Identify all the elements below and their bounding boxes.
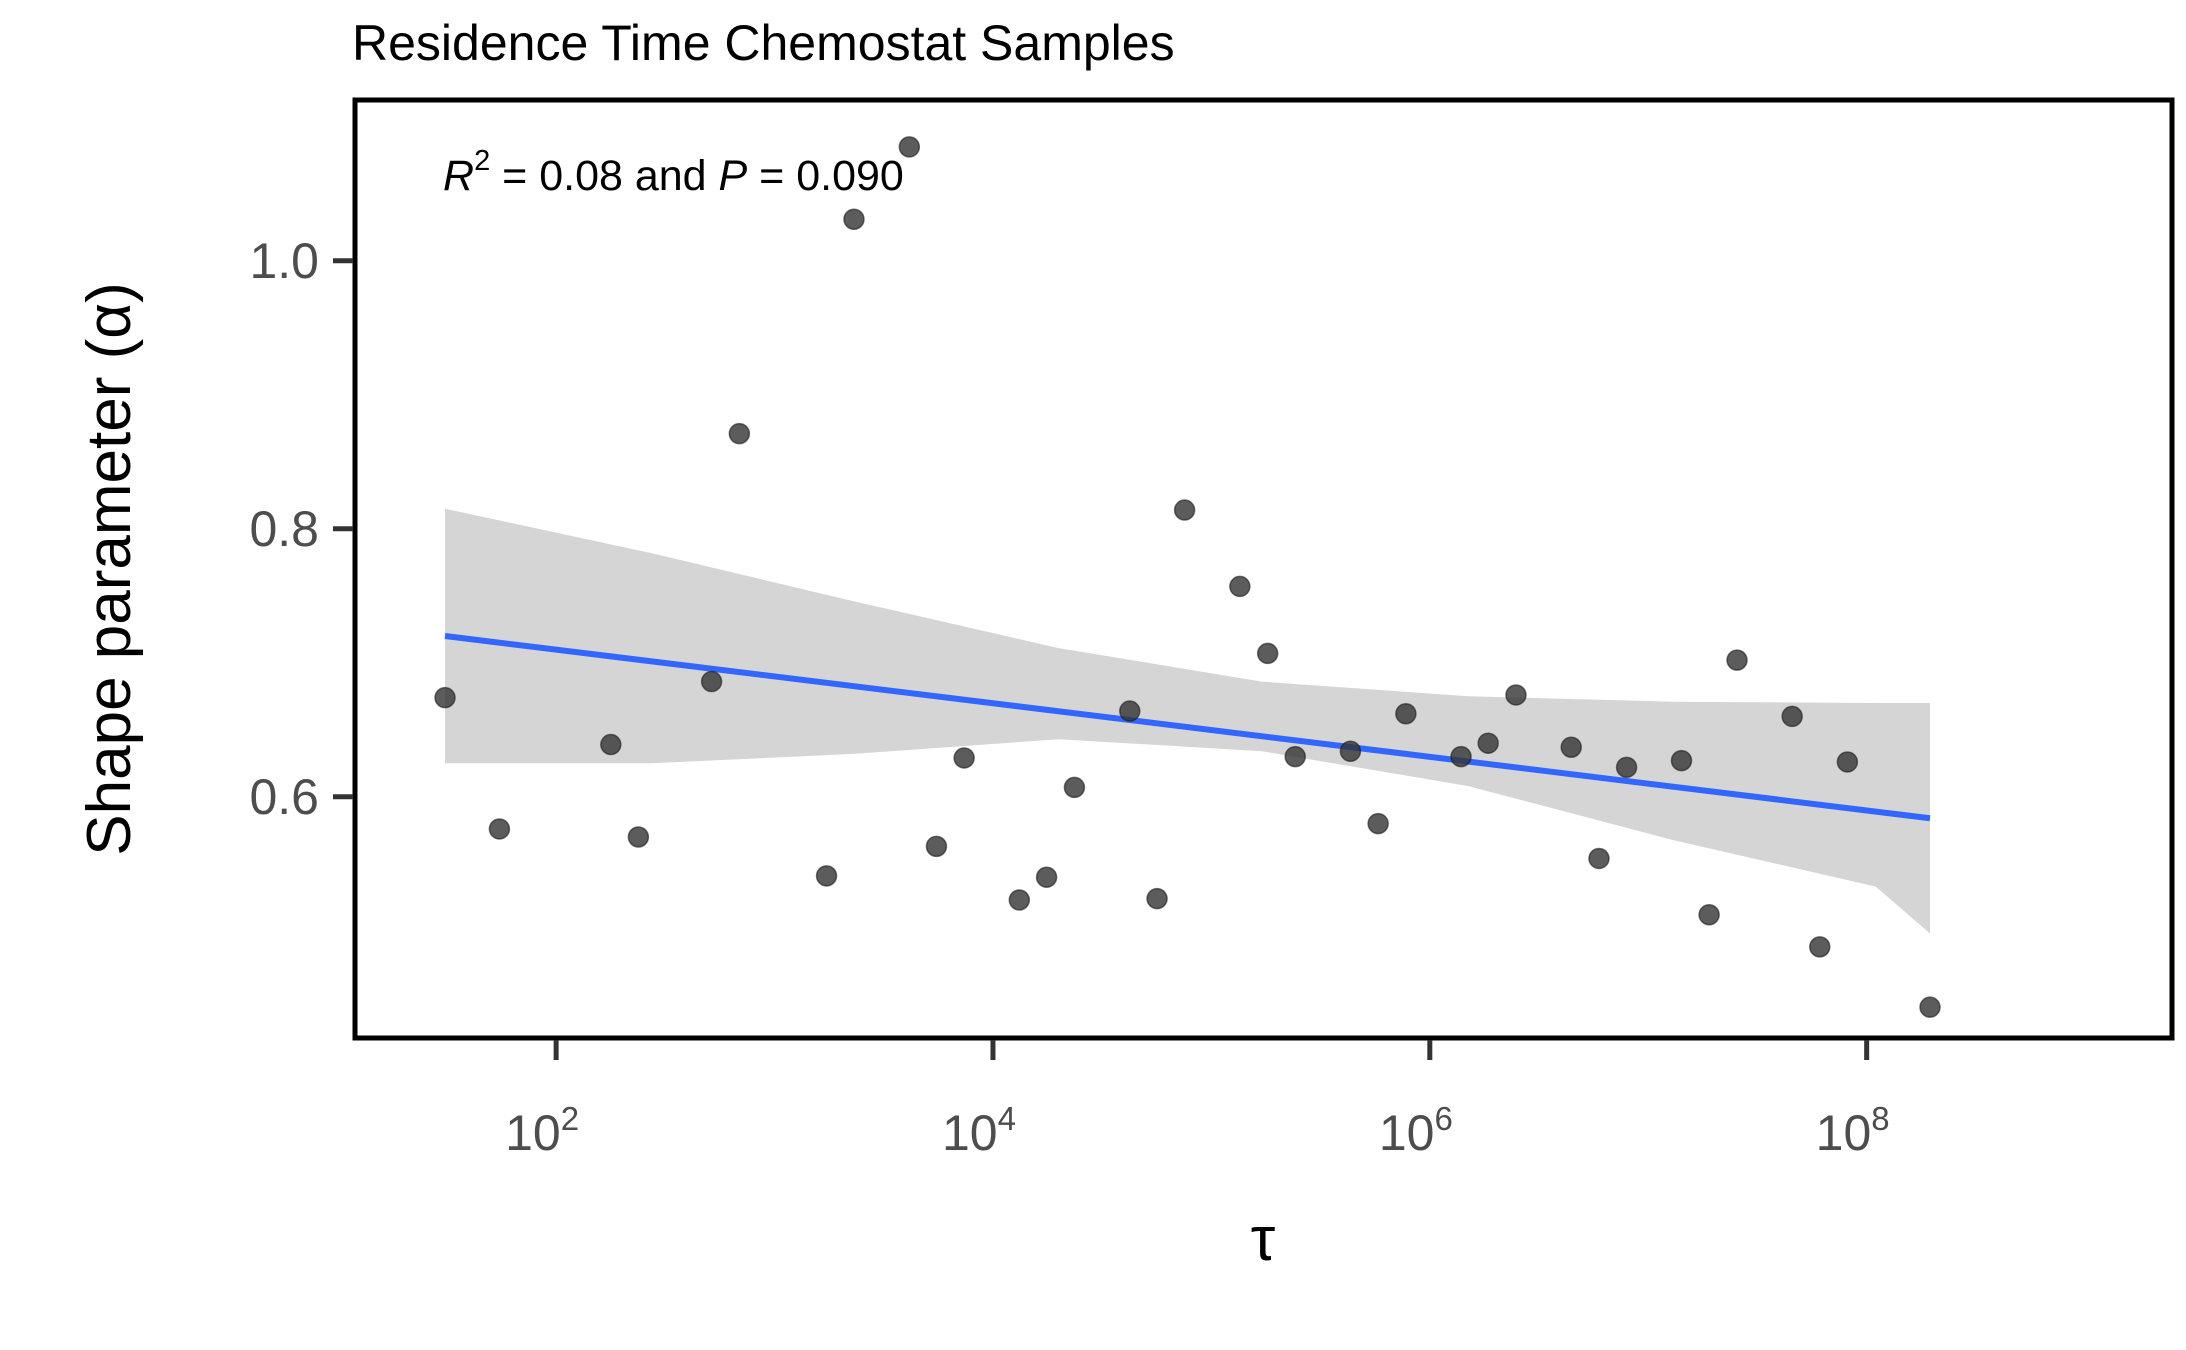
annotation-r-exponent: 2 bbox=[474, 145, 490, 177]
data-point bbox=[815, 865, 838, 887]
fit-annotation: R2 = 0.08 and P = 0.090 bbox=[443, 145, 904, 200]
data-point bbox=[1588, 847, 1610, 870]
data-point bbox=[600, 733, 622, 756]
regression-line bbox=[444, 633, 1931, 822]
confidence-band-layer bbox=[445, 508, 1930, 934]
data-point bbox=[1339, 740, 1362, 762]
data-point bbox=[1615, 756, 1638, 779]
data-point bbox=[1809, 936, 1831, 958]
data-point bbox=[1450, 745, 1472, 768]
data-points-layer bbox=[434, 136, 1941, 1018]
data-point bbox=[728, 422, 751, 445]
data-point bbox=[434, 686, 456, 709]
x-axis: 102 104 106 108 bbox=[505, 1040, 1890, 1161]
fit-line-layer bbox=[444, 633, 1931, 822]
annotation-r-value: = 0.08 and bbox=[490, 152, 718, 200]
data-point bbox=[1919, 996, 1941, 1018]
data-point bbox=[1505, 684, 1527, 706]
data-point bbox=[953, 747, 975, 769]
annotation-p-symbol: P bbox=[719, 152, 748, 200]
data-point bbox=[1119, 700, 1141, 722]
data-point bbox=[1395, 702, 1417, 725]
x-tick-label: 106 bbox=[1379, 1100, 1453, 1161]
data-point bbox=[1781, 705, 1803, 728]
data-point bbox=[1477, 732, 1499, 754]
y-tick-label: 0.8 bbox=[249, 501, 319, 557]
data-point bbox=[1284, 745, 1306, 768]
x-tick-label: 108 bbox=[1816, 1100, 1890, 1161]
data-point bbox=[1836, 751, 1859, 773]
data-point bbox=[1670, 749, 1693, 772]
data-point bbox=[1008, 889, 1031, 911]
data-point bbox=[1560, 736, 1582, 758]
data-point bbox=[843, 208, 865, 231]
data-point bbox=[1367, 812, 1389, 835]
x-tick-label: 102 bbox=[505, 1100, 579, 1161]
y-axis: 0.6 0.8 1.0 bbox=[249, 233, 353, 825]
data-point bbox=[1726, 649, 1748, 671]
data-point bbox=[488, 818, 511, 840]
data-point bbox=[925, 835, 948, 858]
data-point bbox=[1035, 866, 1058, 888]
data-point bbox=[1173, 499, 1196, 521]
annotation-p-value: = 0.090 bbox=[747, 152, 904, 200]
y-tick-label: 1.0 bbox=[249, 233, 319, 289]
data-point bbox=[1146, 887, 1168, 910]
x-axis-label: τ bbox=[1251, 1205, 1276, 1274]
y-tick-label: 0.6 bbox=[249, 769, 319, 825]
data-point bbox=[1229, 575, 1251, 598]
chart-title: Residence Time Chemostat Samples bbox=[352, 15, 1175, 71]
x-tick-label: 104 bbox=[942, 1100, 1016, 1161]
confidence-band bbox=[445, 508, 1930, 934]
data-point bbox=[1063, 776, 1086, 799]
y-axis-label: Shape parameter (α) bbox=[75, 282, 144, 855]
data-point bbox=[700, 670, 723, 693]
annotation-r-symbol: R bbox=[443, 152, 474, 200]
data-point bbox=[1698, 903, 1720, 926]
data-point bbox=[627, 826, 650, 848]
data-point bbox=[898, 136, 921, 158]
data-point bbox=[1256, 642, 1279, 665]
panel-border bbox=[352, 97, 2175, 1041]
